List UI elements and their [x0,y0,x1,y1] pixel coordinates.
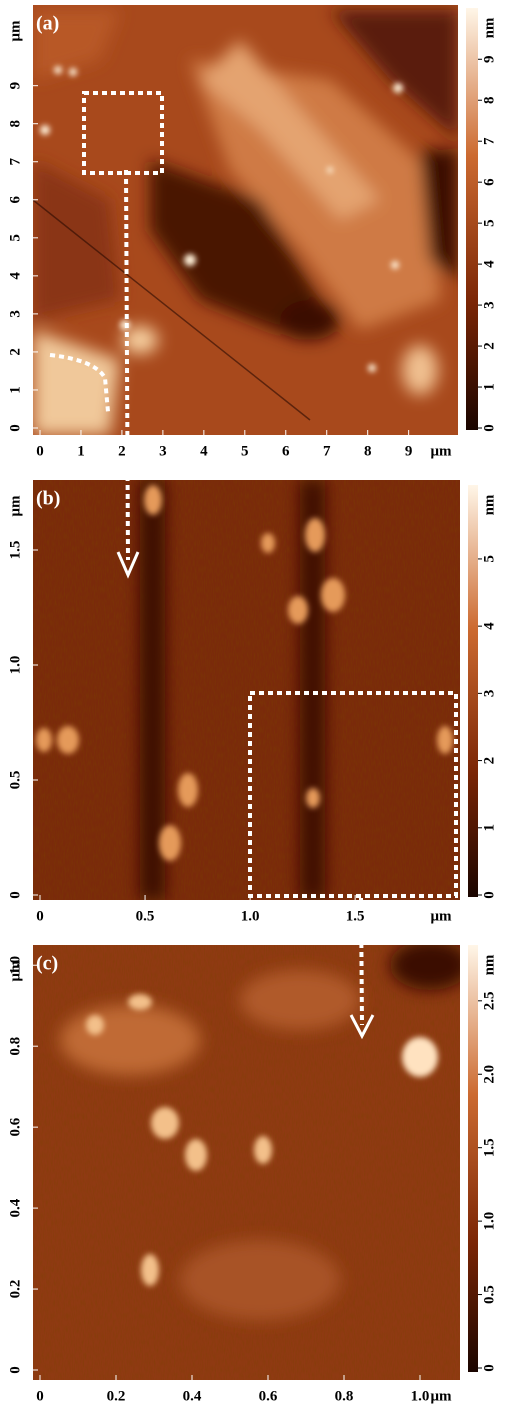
x-axis-unit: μm [431,1388,453,1404]
colorbar-tick-label: 0 [481,891,497,899]
y-tick-label: 4 [7,272,23,280]
y-axis-unit: μm [7,960,23,982]
colorbar-tick-label: 7 [481,137,497,145]
colorbar-tick-label: 6 [481,178,497,186]
afm-image-a [33,5,458,435]
colorbar-tick-label: 0.5 [481,1285,497,1304]
x-tick-label: 0.5 [136,908,155,924]
y-tick-label: 1.0 [7,656,23,675]
x-tick-label: 0 [36,443,44,459]
x-tick-label: 1 [77,443,85,459]
colorbar-tick-label: 5 [481,555,497,563]
colorbar-unit: nm [481,954,497,975]
colorbar-tick-label: 8 [481,96,497,104]
y-tick-label: 0 [7,424,23,432]
colorbar-tick-label: 1 [481,383,497,391]
colorbar-tick-label: 2.5 [481,991,497,1010]
y-axis-unit: μm [7,20,23,42]
x-axis-unit: μm [431,908,453,924]
x-tick-label: 3 [159,443,167,459]
colorbar-tick-label: 3 [481,690,497,698]
y-tick-label: 0.5 [7,771,23,790]
x-tick-label: 0.6 [259,1388,278,1404]
colorbar-tick-label: 9 [481,56,497,64]
x-tick-label: 9 [405,443,413,459]
colorbar [468,945,478,1372]
x-tick-label: 4 [200,443,208,459]
colorbar-unit: nm [481,494,497,515]
y-tick-label: 3 [7,310,23,318]
x-tick-label: 1.0 [241,908,260,924]
y-tick-label: 1 [7,386,23,394]
figure: (a) 0 1 2 3 4 5 6 7 8 9 0 1 2 3 4 5 6 7 8 9 0 1 2 3 4 5 6 7 8 9 μm μm nm (… [0,0,505,1405]
y-tick-label: 0.2 [7,1280,23,1299]
x-tick-label: 0.4 [183,1388,202,1404]
colorbar-tick-label: 5 [481,219,497,227]
colorbar-tick-label: 4 [481,622,497,630]
colorbar-tick-label: 3 [481,301,497,309]
y-tick-label: 8 [7,120,23,128]
y-tick-label: 1.5 [7,541,23,560]
panel-label: (c) [36,953,58,975]
x-tick-label: 0.8 [335,1388,354,1404]
y-tick-label: 0.4 [7,1198,23,1217]
x-tick-label: 1.5 [346,908,365,924]
y-tick-label: 0.8 [7,1037,23,1056]
x-tick-label: 8 [364,443,372,459]
x-axis-unit: μm [431,443,453,459]
colorbar-tick-label: 1.0 [481,1212,497,1231]
colorbar [468,485,478,897]
y-tick-label: 6 [7,196,23,204]
x-tick-label: 2 [118,443,126,459]
colorbar-tick-label: 4 [481,260,497,268]
x-tick-label: 0 [36,1388,44,1404]
colorbar-tick-label: 1.5 [481,1138,497,1157]
y-tick-label: 5 [7,234,23,242]
y-tick-label: 9 [7,82,23,90]
colorbar-tick-label: 0 [481,1364,497,1372]
y-tick-label: 0 [7,891,23,899]
colorbar-tick-label: 1 [481,824,497,832]
x-tick-label: 7 [323,443,331,459]
panel-label: (a) [36,13,59,35]
colorbar-unit: nm [481,17,497,38]
y-tick-label: 2 [7,348,23,356]
y-tick-label: 7 [7,158,23,166]
x-tick-label: 5 [241,443,249,459]
panel-label: (b) [36,488,60,510]
afm-image-c [33,940,470,1380]
x-tick-label: 0.2 [107,1388,126,1404]
colorbar-tick-label: 2 [481,342,497,350]
y-tick-label: 0.6 [7,1117,23,1136]
colorbar [466,8,478,430]
afm-image-b [33,480,460,900]
colorbar-tick-label: 2.0 [481,1065,497,1084]
x-tick-label: 6 [282,443,290,459]
colorbar-tick-label: 0 [481,424,497,432]
y-axis-unit: μm [7,495,23,517]
y-tick-label: 0 [7,1366,23,1374]
colorbar-tick-label: 2 [481,757,497,765]
x-tick-label: 1.0 [411,1388,430,1404]
x-tick-label: 0 [36,908,44,924]
